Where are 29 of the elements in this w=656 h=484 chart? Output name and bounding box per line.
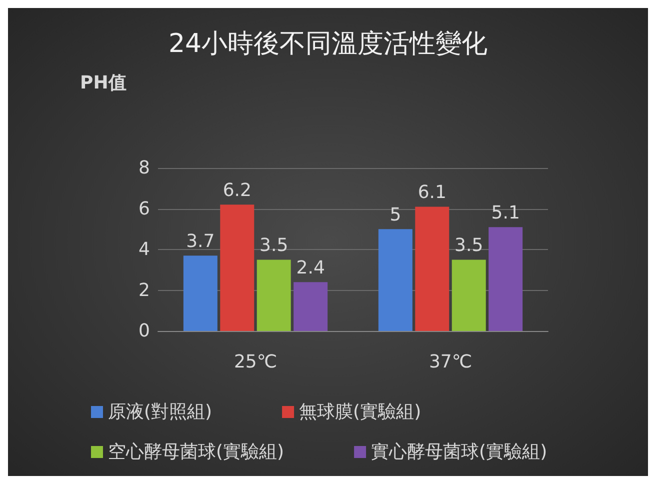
data-label: 2.4	[296, 258, 325, 279]
data-label: 3.5	[454, 235, 484, 256]
legend-label: 空心酵母菌球(實驗組)	[108, 442, 284, 462]
data-label: 5.1	[491, 202, 520, 224]
y-tick-label: 2	[138, 280, 150, 301]
y-tick-label: 6	[138, 198, 150, 220]
data-label: 3.5	[260, 235, 288, 256]
data-label: 6.1	[418, 182, 446, 204]
y-axis-title: PH值	[80, 72, 126, 94]
bar	[452, 260, 486, 331]
bar	[488, 227, 523, 331]
bar	[220, 204, 254, 331]
data-label: 3.7	[186, 231, 215, 252]
x-tick-label: 25℃	[234, 352, 278, 372]
legend-label: 實心酵母菌球(實驗組)	[371, 442, 548, 462]
bar	[415, 206, 450, 331]
legend-label: 無球膜(實驗組)	[299, 402, 422, 422]
y-tick-label: 4	[138, 239, 150, 260]
bar	[378, 229, 412, 331]
y-tick-label: 0	[138, 320, 150, 342]
data-label: 5	[390, 204, 402, 226]
legend-label: 原液(對照組)	[108, 402, 212, 422]
bar	[294, 282, 328, 331]
chart-title: 24小時後不同溫度活性變化	[168, 29, 488, 59]
y-tick-label: 8	[138, 158, 150, 178]
bar	[256, 260, 291, 331]
data-label: 6.2	[222, 180, 252, 202]
bar	[183, 256, 218, 331]
x-tick-label: 37℃	[428, 352, 472, 372]
